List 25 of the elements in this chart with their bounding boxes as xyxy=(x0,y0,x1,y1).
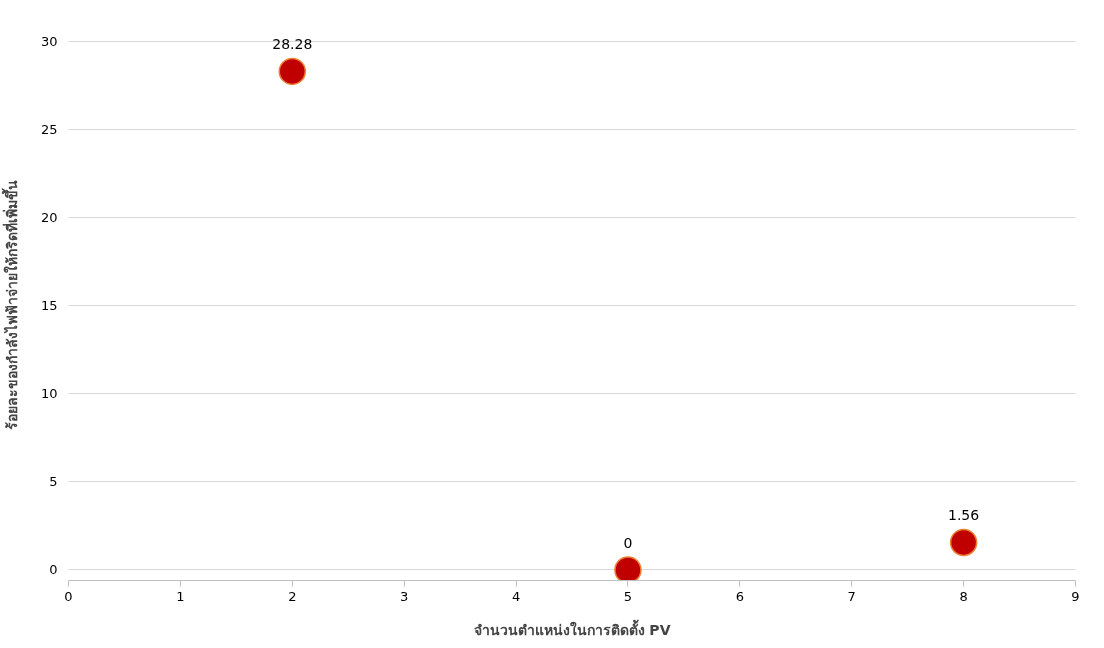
x-tick-label: 1 xyxy=(176,588,185,604)
x-tick-label: 2 xyxy=(288,588,297,604)
y-tick-label: 0 xyxy=(49,562,58,578)
data-label: 1.56 xyxy=(948,507,980,524)
x-tick-label: 5 xyxy=(623,588,633,604)
data-label: 0 xyxy=(623,534,633,551)
y-tick-label: 25 xyxy=(40,121,58,137)
point xyxy=(278,57,307,86)
y-tick-label: 30 xyxy=(40,33,58,49)
x-tick-label: 8 xyxy=(959,588,968,604)
x-tick-label: 4 xyxy=(511,588,521,604)
x-axis-title: จำนวนตำแหน่งในการติดตั้ง PV xyxy=(473,618,671,638)
point xyxy=(614,556,642,581)
data-label: 28.28 xyxy=(272,36,313,53)
x-tick-label: 0 xyxy=(64,588,73,604)
y-axis-title: ร้อยละของกำลังไฟฟ้าจ่ายให้กริดที่เพิ่มขึ้น xyxy=(0,180,20,431)
x-tick-label: 7 xyxy=(847,588,856,604)
y-tick-label: 15 xyxy=(40,298,58,313)
y-tick-label: 5 xyxy=(49,474,58,490)
x-tick-label: 9 xyxy=(1071,588,1080,604)
point xyxy=(949,528,978,557)
x-tick-label: 6 xyxy=(735,588,744,604)
y-tick-label: 20 xyxy=(40,209,58,225)
x-tick-label: 3 xyxy=(400,588,409,604)
y-tick-label: 10 xyxy=(40,386,58,402)
